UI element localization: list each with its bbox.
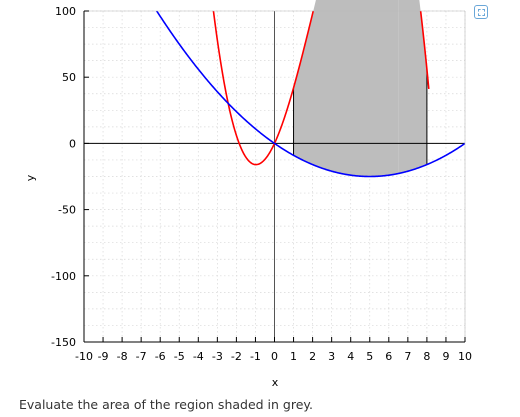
y-tick-label: -100 (51, 270, 76, 283)
x-tick-label: -1 (250, 350, 261, 363)
x-tick-label: 8 (423, 350, 430, 363)
x-tick-label: 0 (271, 350, 278, 363)
expand-icon[interactable] (474, 5, 488, 19)
red-curve (212, 11, 430, 166)
shaded-region-area (398, 0, 427, 174)
x-tick-label: -2 (231, 350, 242, 363)
y-tick-label: -150 (51, 336, 76, 349)
x-tick-label: 5 (366, 350, 373, 363)
y-axis-label: y (24, 174, 37, 181)
x-tick-label: -6 (155, 350, 166, 363)
x-tick-label: 10 (458, 350, 472, 363)
x-tick-label: 4 (347, 350, 354, 363)
shaded-region (293, 0, 428, 177)
y-tick-label: 100 (55, 5, 76, 18)
x-tick-label: 7 (404, 350, 411, 363)
x-tick-label: -10 (75, 350, 93, 363)
question-caption: Evaluate the area of the region shaded i… (19, 397, 314, 412)
blue-curve (155, 11, 465, 178)
shaded-region-area (293, 0, 399, 177)
y-tick-label: 0 (69, 137, 76, 150)
x-tick-label: -4 (193, 350, 204, 363)
y-tick-label: -50 (58, 204, 76, 217)
x-tick-label: -7 (136, 350, 147, 363)
x-tick-label: -5 (174, 350, 185, 363)
curves (155, 11, 465, 178)
plot-frame (83, 10, 466, 343)
x-tick-label: 1 (290, 350, 297, 363)
x-tick-label: -8 (117, 350, 128, 363)
x-axis-label: x (272, 376, 279, 389)
tick-labels: -10 -9 -8 -7 -6 -5 -4 -3 -2 -1 0 1 2 3 4 5 6 7 8 9 10100500-… (51, 5, 472, 363)
x-tick-label: -9 (98, 350, 109, 363)
x-tick-label: 6 (385, 350, 392, 363)
x-tick-label: 2 (309, 350, 316, 363)
x-tick-label: -3 (212, 350, 223, 363)
y-tick-label: 50 (62, 71, 76, 84)
x-tick-label: 3 (328, 350, 335, 363)
x-tick-label: 9 (442, 350, 449, 363)
